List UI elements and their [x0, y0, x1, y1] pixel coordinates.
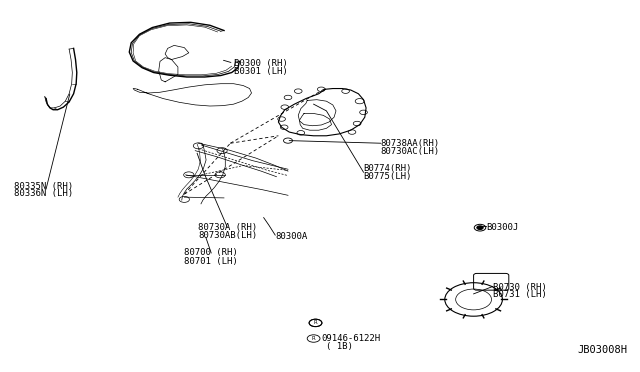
Text: B0775(LH): B0775(LH) [364, 172, 412, 181]
Text: B0300J: B0300J [486, 223, 518, 232]
Text: 80730A (RH): 80730A (RH) [198, 223, 257, 232]
Text: 80730AB(LH): 80730AB(LH) [198, 231, 257, 240]
Text: 80730AC(LH): 80730AC(LH) [381, 147, 440, 156]
Text: B0300 (RH): B0300 (RH) [234, 59, 287, 68]
Text: 80700 (RH): 80700 (RH) [184, 248, 238, 257]
Text: R: R [312, 336, 316, 341]
Text: ( 1B): ( 1B) [326, 342, 353, 351]
Text: JB03008H: JB03008H [577, 345, 627, 355]
Text: B0731 (LH): B0731 (LH) [493, 291, 547, 299]
Text: B0301 (LH): B0301 (LH) [234, 67, 287, 76]
Text: 80336N (LH): 80336N (LH) [14, 189, 73, 198]
Text: B0730 (RH): B0730 (RH) [493, 283, 547, 292]
Text: B0774(RH): B0774(RH) [364, 164, 412, 173]
Text: 80701 (LH): 80701 (LH) [184, 257, 238, 266]
Text: 80738AA(RH): 80738AA(RH) [381, 139, 440, 148]
Text: R: R [314, 320, 317, 326]
Text: 80335N (RH): 80335N (RH) [14, 182, 73, 190]
Text: 09146-6122H: 09146-6122H [321, 334, 380, 343]
Text: 80300A: 80300A [275, 232, 307, 241]
Circle shape [477, 226, 483, 230]
